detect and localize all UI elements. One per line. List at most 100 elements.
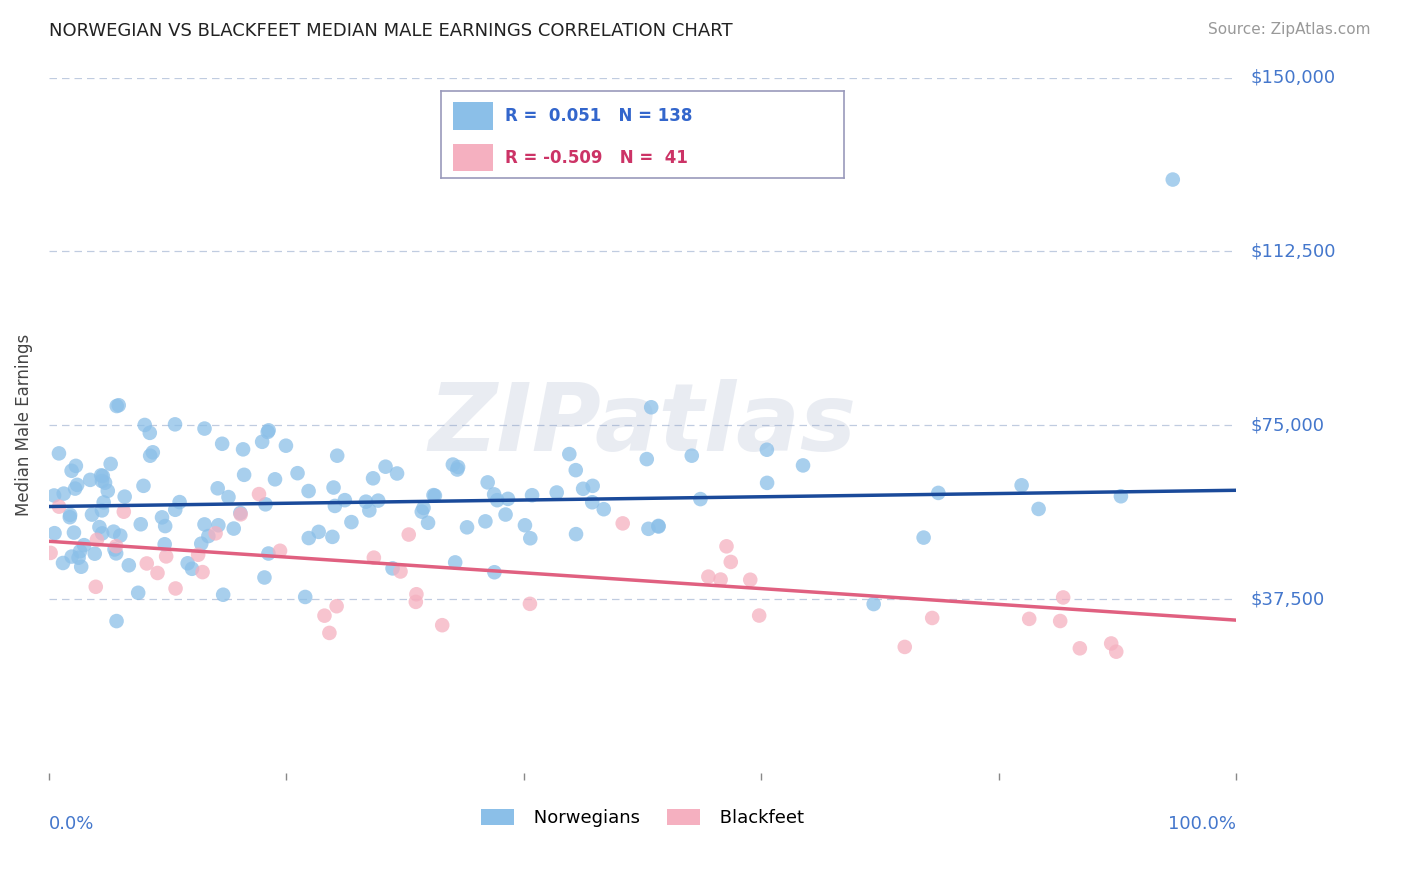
Point — [105, 399, 128, 413]
Point — [354, 494, 377, 508]
Point — [405, 587, 427, 601]
Point — [207, 481, 229, 495]
Point — [565, 463, 588, 477]
Point — [581, 495, 603, 509]
Point — [592, 502, 614, 516]
Point — [287, 466, 309, 480]
Point — [318, 626, 340, 640]
Point — [139, 449, 162, 463]
Point — [894, 640, 917, 654]
Point — [921, 611, 943, 625]
Point — [1018, 612, 1040, 626]
Text: ZIPatlas: ZIPatlas — [429, 379, 856, 471]
Point — [91, 526, 114, 541]
Point — [232, 442, 254, 457]
Point — [612, 516, 634, 531]
Point — [97, 483, 120, 498]
Point — [107, 398, 129, 412]
Point — [519, 531, 541, 545]
Point — [93, 495, 115, 509]
Point — [314, 608, 336, 623]
Point — [91, 474, 114, 488]
Point — [153, 519, 176, 533]
Point — [70, 559, 93, 574]
Point — [69, 544, 91, 558]
Point — [222, 522, 245, 536]
Point — [105, 546, 128, 560]
Point — [218, 490, 240, 504]
Point — [83, 547, 105, 561]
Point — [740, 573, 762, 587]
Point — [432, 618, 454, 632]
Point — [484, 566, 506, 580]
Point — [1028, 502, 1050, 516]
Point — [52, 486, 75, 500]
Point — [103, 524, 125, 539]
Text: $75,000: $75,000 — [1250, 417, 1324, 434]
Point — [389, 565, 412, 579]
Point — [207, 518, 229, 533]
Point — [105, 539, 128, 553]
Point — [716, 539, 738, 553]
Point — [1099, 636, 1122, 650]
Point — [558, 447, 581, 461]
Point — [112, 505, 135, 519]
Point — [257, 423, 280, 437]
Point — [253, 570, 276, 584]
Point — [264, 472, 287, 486]
Point — [187, 548, 209, 562]
Point — [191, 565, 214, 579]
Point — [294, 590, 316, 604]
Point — [486, 493, 509, 508]
Point — [385, 467, 408, 481]
Point — [169, 495, 191, 509]
Point — [229, 506, 252, 520]
Point — [323, 499, 346, 513]
Point — [1069, 641, 1091, 656]
Point — [165, 502, 187, 516]
Point — [446, 462, 468, 476]
Point — [640, 401, 662, 415]
Point — [90, 468, 112, 483]
Text: $37,500: $37,500 — [1250, 591, 1324, 608]
Point — [150, 510, 173, 524]
Point — [710, 573, 733, 587]
Point — [44, 526, 66, 541]
Point — [39, 546, 62, 560]
Point — [495, 508, 517, 522]
Point — [65, 458, 87, 473]
Point — [912, 531, 935, 545]
Point — [647, 519, 669, 533]
Point — [193, 421, 215, 435]
Point — [1052, 591, 1074, 605]
Point — [546, 485, 568, 500]
Text: $112,500: $112,500 — [1250, 243, 1336, 260]
Point — [63, 525, 86, 540]
Point — [423, 489, 446, 503]
Point — [135, 557, 157, 571]
Point — [52, 556, 75, 570]
Point — [66, 478, 89, 492]
Point — [256, 425, 278, 439]
Text: 0.0%: 0.0% — [49, 815, 94, 833]
Point — [79, 473, 101, 487]
Point — [163, 417, 186, 432]
Point — [257, 547, 280, 561]
Point — [181, 562, 204, 576]
Point — [197, 529, 219, 543]
Point — [48, 500, 70, 514]
Point — [927, 486, 949, 500]
Point — [269, 543, 291, 558]
Point — [456, 520, 478, 534]
Legend:  Norwegians,  Blackfeet: Norwegians, Blackfeet — [481, 808, 804, 827]
Point — [520, 488, 543, 502]
Point — [60, 549, 83, 564]
Point — [146, 566, 169, 580]
Point — [636, 452, 658, 467]
Point — [792, 458, 814, 473]
Point — [86, 533, 108, 547]
Point — [155, 549, 177, 564]
Point — [720, 555, 742, 569]
Point — [422, 488, 444, 502]
Point — [681, 449, 703, 463]
